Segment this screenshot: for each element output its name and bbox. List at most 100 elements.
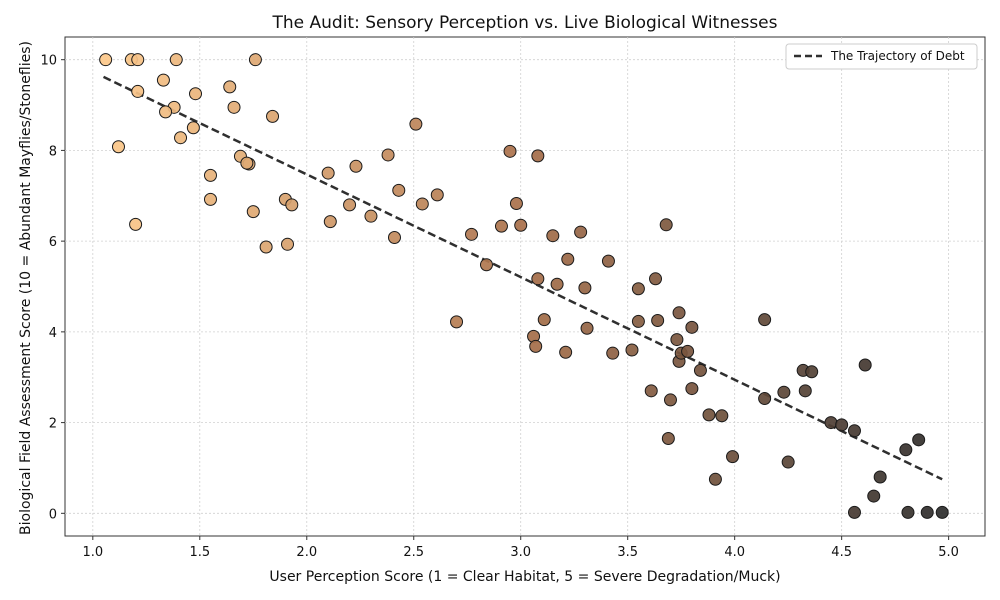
data-point xyxy=(901,505,915,519)
data-point xyxy=(131,53,145,67)
data-point xyxy=(631,314,645,328)
x-tick-label: 3.0 xyxy=(510,545,531,560)
trend-line xyxy=(102,75,943,481)
data-point xyxy=(450,315,464,329)
data-point xyxy=(529,339,543,353)
legend-entry-trajectory: The Trajectory of Debt xyxy=(830,49,965,63)
data-point xyxy=(387,231,401,245)
data-point xyxy=(479,258,493,272)
y-ticks: 0 2 4 6 8 10 xyxy=(40,54,65,522)
y-tick-label: 2 xyxy=(49,417,57,432)
y-tick-label: 0 xyxy=(49,507,57,522)
y-tick-label: 4 xyxy=(49,326,57,341)
data-point xyxy=(169,53,183,67)
data-points xyxy=(99,53,949,519)
data-point xyxy=(111,140,125,154)
data-point xyxy=(227,100,241,114)
data-point xyxy=(503,144,517,158)
data-point xyxy=(685,320,699,334)
x-ticks: 1.0 1.5 2.0 2.5 3.0 3.5 4.0 4.5 5.0 xyxy=(82,536,959,560)
data-point xyxy=(409,117,423,131)
data-point xyxy=(708,472,722,486)
x-tick-label: 2.0 xyxy=(296,545,317,560)
data-point xyxy=(920,505,934,519)
data-point xyxy=(156,73,170,87)
data-point xyxy=(349,159,363,173)
data-point xyxy=(203,192,217,206)
data-point xyxy=(702,408,716,422)
legend: The Trajectory of Debt xyxy=(785,43,978,70)
data-point xyxy=(661,431,675,445)
data-point xyxy=(580,321,594,335)
data-point xyxy=(715,409,729,423)
data-point xyxy=(99,53,113,67)
grid-lines xyxy=(65,37,985,536)
data-point xyxy=(835,418,849,432)
data-point xyxy=(858,358,872,372)
data-point xyxy=(693,363,707,377)
data-point xyxy=(246,205,260,219)
data-point xyxy=(203,168,217,182)
x-tick-label: 3.5 xyxy=(617,545,638,560)
data-point xyxy=(546,229,560,243)
legend-box xyxy=(785,43,978,70)
data-point xyxy=(223,80,237,94)
data-point xyxy=(537,313,551,327)
x-tick-label: 4.5 xyxy=(831,545,852,560)
x-tick-label: 1.0 xyxy=(82,545,103,560)
data-point xyxy=(159,105,173,119)
data-point xyxy=(174,131,188,145)
data-point xyxy=(777,385,791,399)
data-point xyxy=(321,166,335,180)
data-point xyxy=(494,219,508,233)
data-point xyxy=(509,196,523,210)
data-point xyxy=(631,282,645,296)
chart-title: The Audit: Sensory Perception vs. Live B… xyxy=(271,13,777,33)
data-point xyxy=(381,148,395,162)
trend-layer xyxy=(102,75,943,481)
data-point xyxy=(186,121,200,135)
data-point xyxy=(364,209,378,223)
x-tick-label: 4.0 xyxy=(724,545,745,560)
data-point xyxy=(323,215,337,229)
data-point xyxy=(781,455,795,469)
data-point xyxy=(644,384,658,398)
data-point xyxy=(873,470,887,484)
data-point xyxy=(531,272,545,286)
data-point xyxy=(392,183,406,197)
data-point xyxy=(798,384,812,398)
data-point xyxy=(847,424,861,438)
data-point xyxy=(685,382,699,396)
data-point xyxy=(899,443,913,457)
data-point xyxy=(131,84,145,98)
data-point xyxy=(867,489,881,503)
data-point xyxy=(625,343,639,357)
data-point xyxy=(824,416,838,430)
data-point xyxy=(550,277,564,291)
data-point xyxy=(281,237,295,251)
data-point xyxy=(672,306,686,320)
data-point xyxy=(758,392,772,406)
data-point xyxy=(659,218,673,232)
data-point xyxy=(259,240,273,254)
data-point xyxy=(663,393,677,407)
data-point xyxy=(601,254,615,268)
data-point xyxy=(266,109,280,123)
data-point xyxy=(531,149,545,163)
data-point xyxy=(343,198,357,212)
data-point xyxy=(578,281,592,295)
data-point xyxy=(129,217,143,231)
data-point xyxy=(561,252,575,266)
y-tick-label: 8 xyxy=(49,144,57,159)
data-point xyxy=(681,344,695,358)
x-axis-label: User Perception Score (1 = Clear Habitat… xyxy=(269,569,780,585)
data-point xyxy=(670,333,684,347)
data-point xyxy=(574,225,588,239)
x-tick-label: 5.0 xyxy=(938,545,959,560)
data-point xyxy=(935,505,949,519)
data-point xyxy=(559,345,573,359)
data-point xyxy=(240,156,254,170)
y-axis-label: Biological Field Assessment Score (10 = … xyxy=(18,41,34,535)
